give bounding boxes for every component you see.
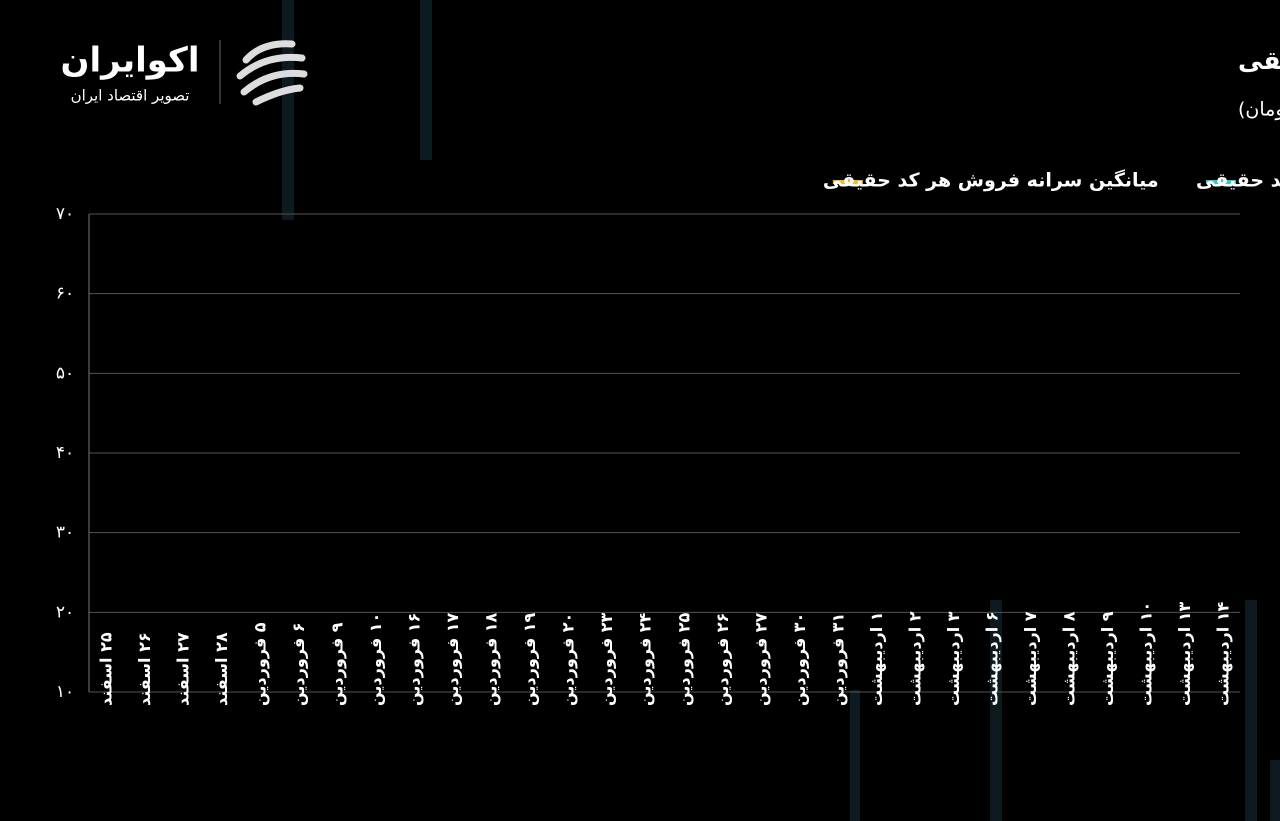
y-tick-label: ۷۰ — [56, 204, 74, 224]
legend-label: میانگین سرانه فروش هر کد حقیقی — [823, 169, 1159, 192]
y-tick-label: ۳۰ — [56, 523, 74, 543]
x-tick-label: ۲۷ فروردین — [751, 612, 770, 706]
x-tick-label: ۲۶ اسفند — [135, 632, 154, 706]
x-tick-label: ۵ فروردین — [251, 622, 270, 706]
legend-label: میانگین سرانه خرید هر کد حقیقی — [1196, 169, 1280, 192]
logo-tagline: تصویر اقتصاد ایران — [71, 87, 190, 105]
x-tick-label: ۲۰ فروردین — [559, 613, 578, 706]
y-tick-label: ۵۰ — [56, 363, 74, 383]
logo-name: اکوایران — [61, 41, 200, 81]
x-tick-label: ۲۴ فروردین — [636, 612, 655, 706]
y-tick-label: ۶۰ — [56, 284, 74, 304]
x-tick-label: ۹ اردیبهشت — [1098, 611, 1117, 706]
x-tick-label: ۱۰ فروردین — [366, 613, 385, 706]
chart-title: روند میانگین روزانه سرانه خرید و فروش هر… — [1238, 46, 1280, 76]
x-tick-label: ۲۵ فروردین — [674, 612, 693, 706]
background-bars — [282, 0, 1280, 821]
x-tick-label: ۱۹ فروردین — [520, 612, 539, 706]
logo-icon — [236, 40, 308, 106]
x-tick-label: ۸ اردیبهشت — [1059, 611, 1078, 706]
x-tick-label: ۷ اردیبهشت — [1021, 611, 1040, 706]
x-tick-label: ۹ فروردین — [328, 622, 347, 706]
x-tick-label: ۱۰ اردیبهشت — [1136, 602, 1155, 706]
y-tick-label: ۲۰ — [56, 602, 74, 622]
x-tick-label: ۲۶ فروردین — [713, 613, 732, 706]
y-tick-label: ۴۰ — [56, 443, 74, 463]
x-tick-label: ۶ اردیبهشت — [982, 611, 1001, 706]
x-tick-label: ۲۳ فروردین — [597, 612, 616, 706]
x-tick-label: ۲۸ اسفند — [212, 632, 231, 706]
x-tick-label: ۲۵ اسفند — [97, 632, 116, 706]
x-tick-label: ۱۴ اردیبهشت — [1214, 601, 1233, 706]
x-tick-label: ۳۰ فروردین — [790, 613, 809, 706]
x-tick-label: ۱۷ فروردین — [443, 612, 462, 706]
x-tick-label: ۱۶ فروردین — [405, 613, 424, 706]
x-tick-label: ۱۳ اردیبهشت — [1175, 601, 1194, 706]
x-tick-label: ۱۸ فروردین — [482, 612, 501, 706]
x-tick-label: ۲ اردیبهشت — [905, 611, 924, 706]
x-tick-label: ۶ فروردین — [289, 622, 308, 706]
x-tick-label: ۲۷ اسفند — [174, 632, 193, 706]
x-tick-label: ۳ اردیبهشت — [944, 611, 963, 706]
x-tick-label: ۱ اردیبهشت — [867, 611, 886, 706]
y-tick-label: ۱۰ — [56, 682, 74, 702]
chart-subtitle: (واحد: میلیون تومان) — [1238, 99, 1280, 121]
x-tick-label: ۳۱ فروردین — [828, 613, 847, 706]
